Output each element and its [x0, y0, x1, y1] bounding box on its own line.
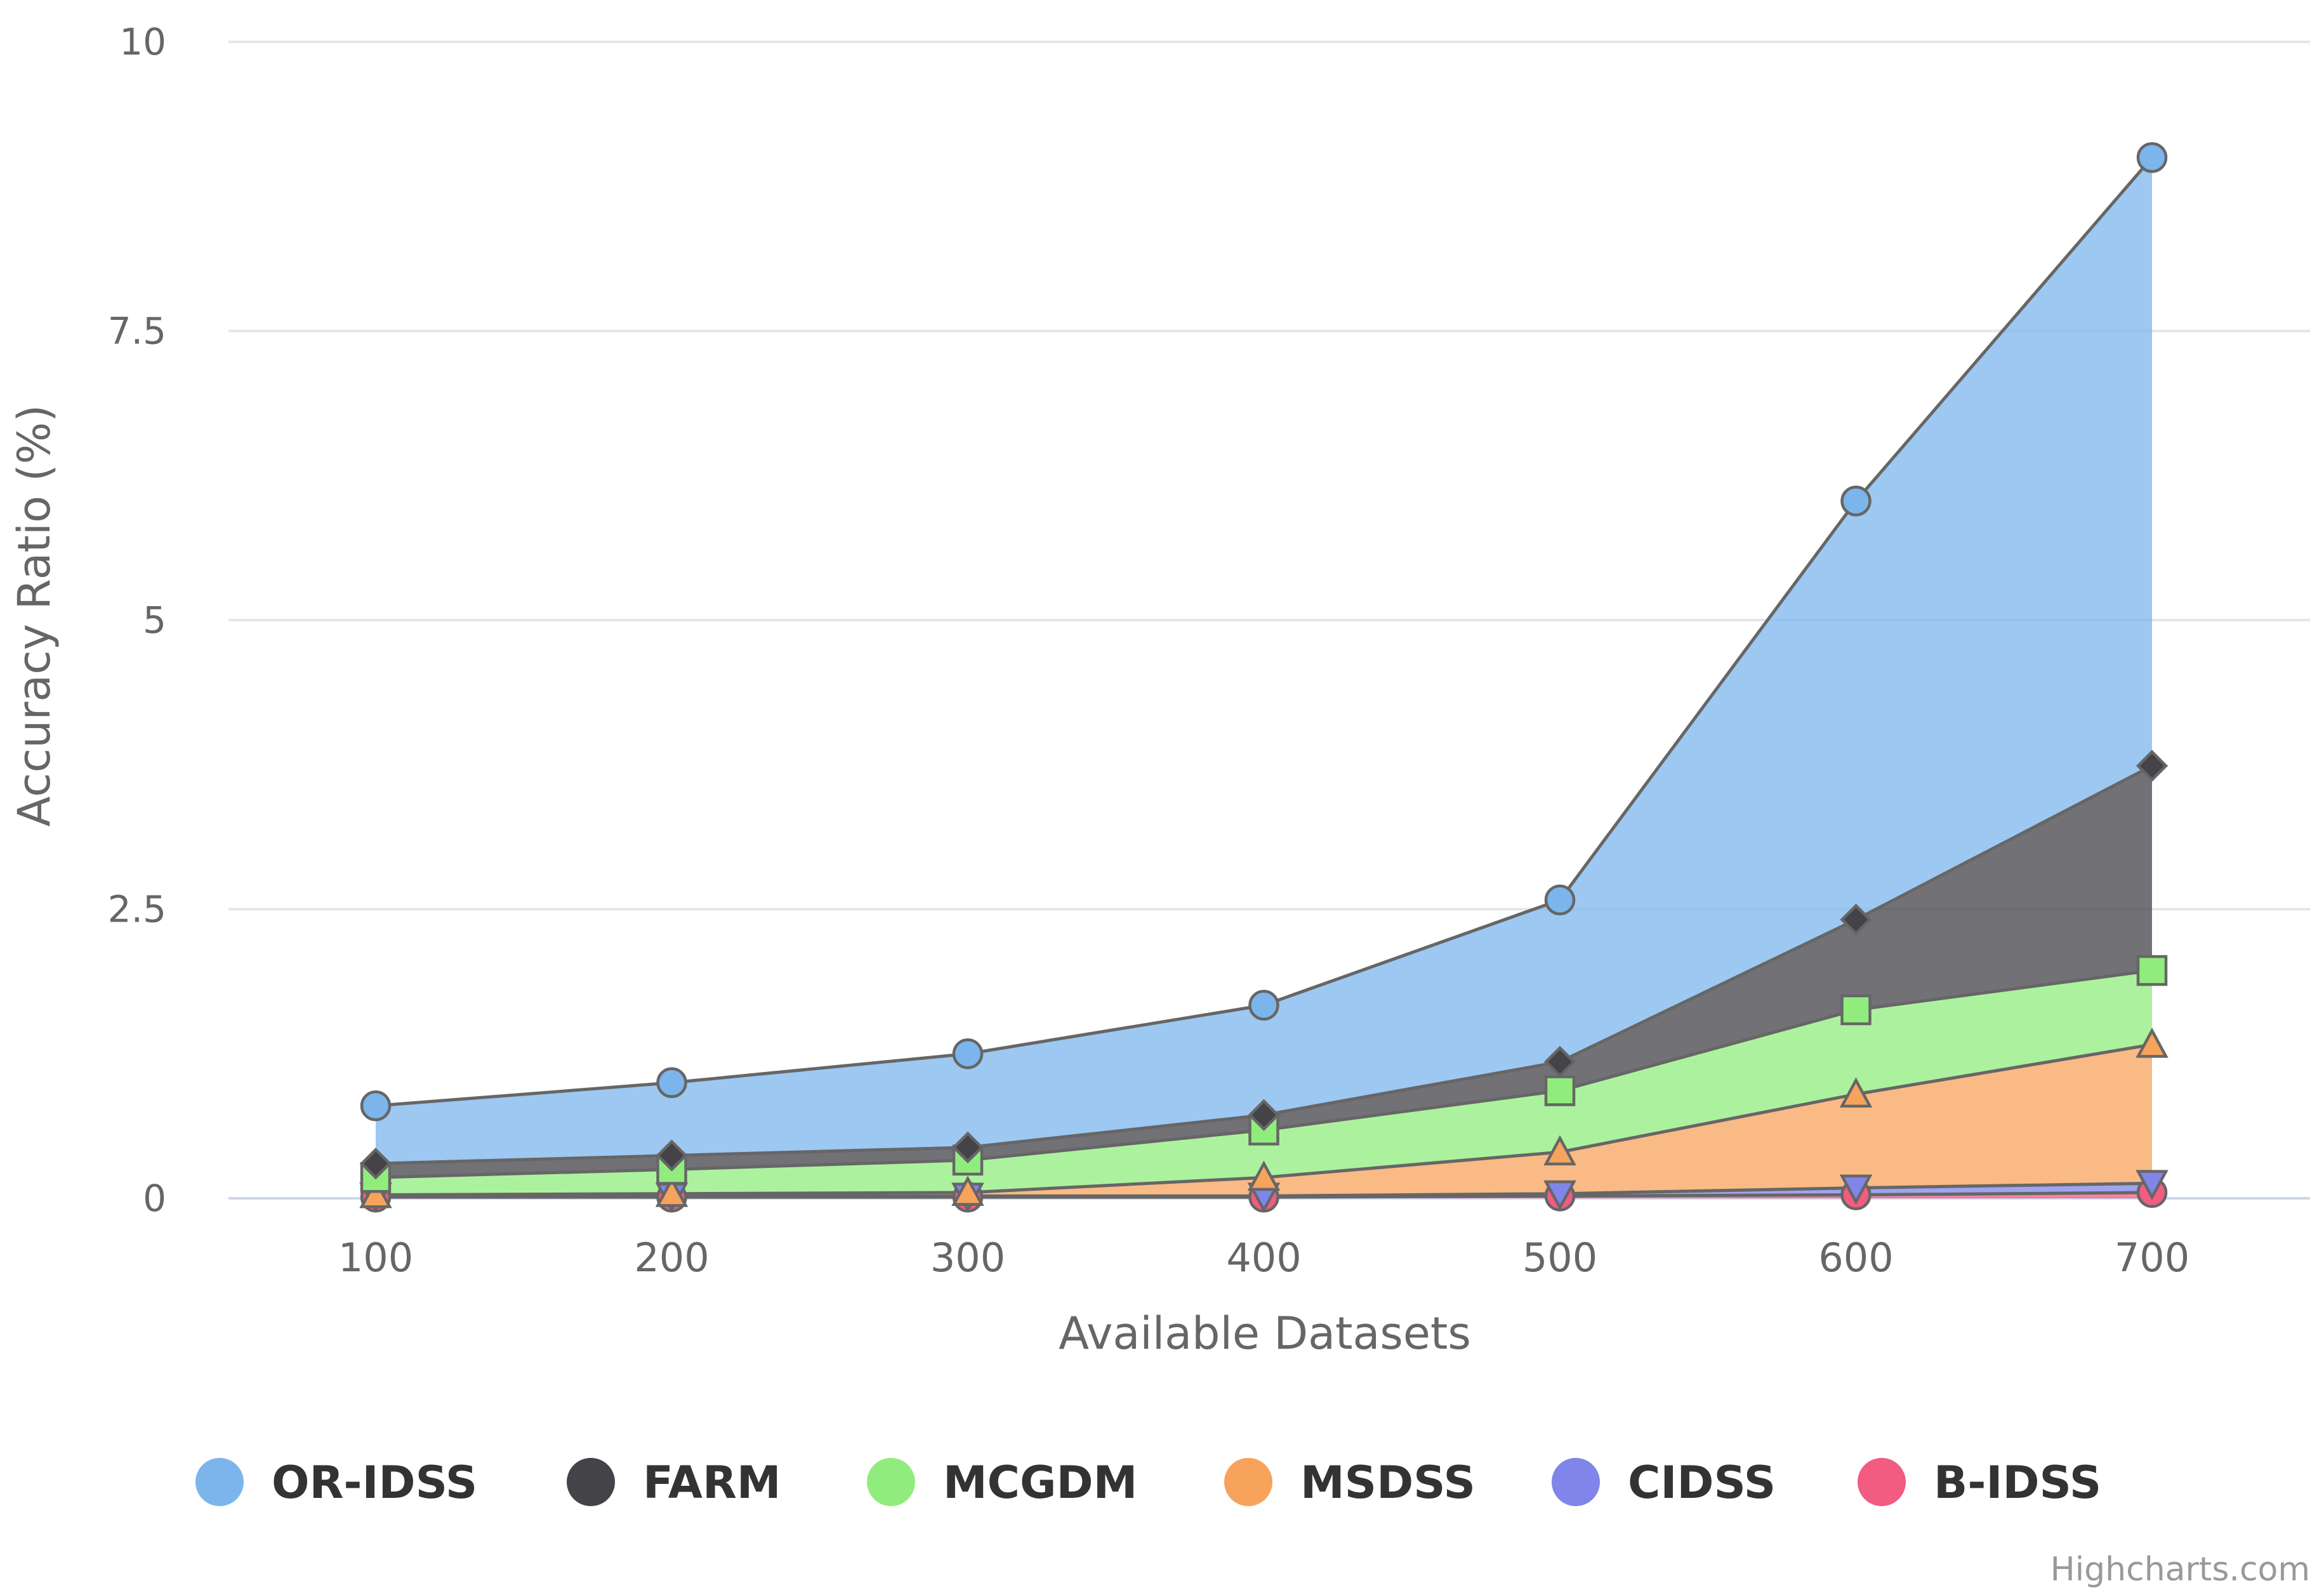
marker-cidss[interactable] [1543, 1180, 1576, 1211]
marker-mcgdm[interactable] [2136, 955, 2168, 986]
y-tick-label: 5 [143, 599, 166, 642]
legend-item-cidss[interactable]: CIDSS [1552, 1457, 1776, 1509]
x-tick-label: 400 [1226, 1234, 1301, 1281]
y-tick-label: 7.5 [108, 310, 166, 353]
legend-symbol [1552, 1458, 1600, 1506]
legend-label: OR-IDSS [272, 1457, 477, 1509]
legend-symbol [1224, 1458, 1272, 1506]
legend-label: CIDSS [1628, 1457, 1776, 1509]
credits[interactable]: Highcharts.com [2050, 1551, 2310, 1589]
marker-farm[interactable] [656, 1139, 688, 1172]
marker-farm[interactable] [951, 1131, 984, 1164]
x-tick-label: 600 [1818, 1234, 1893, 1281]
y-tick-label: 0 [143, 1177, 166, 1220]
marker-farm[interactable] [1248, 1099, 1280, 1131]
x-tick-label: 700 [2115, 1234, 2189, 1281]
marker-mcgdm[interactable] [1840, 994, 1872, 1026]
legend-item-farm[interactable]: FARM [567, 1457, 781, 1509]
marker-msdss[interactable] [951, 1175, 984, 1206]
plot-markers[interactable] [359, 142, 2169, 1214]
legend-symbol [867, 1458, 915, 1506]
marker-farm[interactable] [359, 1148, 392, 1180]
marker-or-idss[interactable] [1248, 989, 1279, 1021]
marker-or-idss[interactable] [2136, 142, 2168, 173]
plot-areas [376, 157, 2152, 1198]
area-farm [376, 765, 2152, 1178]
legend-item-msdss[interactable]: MSDSS [1224, 1457, 1476, 1509]
marker-msdss[interactable] [1543, 1135, 1576, 1166]
x-tick-label: 200 [634, 1234, 709, 1281]
legend: OR-IDSS FARM MCGDM MSDSS CIDSS B-IDSS [195, 1457, 2101, 1509]
marker-mcgdm[interactable] [1544, 1075, 1576, 1106]
marker-or-idss[interactable] [360, 1090, 392, 1122]
x-tick-label: 100 [338, 1234, 413, 1281]
marker-msdss[interactable] [655, 1176, 689, 1207]
legend-item-or-idss[interactable]: OR-IDSS [195, 1457, 477, 1509]
legend-label: MSDSS [1300, 1457, 1476, 1509]
legend-label: MCGDM [943, 1457, 1137, 1509]
x-axis-ticks: 100 200 300 400 500 600 700 [338, 1234, 2189, 1281]
marker-msdss[interactable] [1247, 1160, 1281, 1191]
marker-cidss[interactable] [2136, 1170, 2169, 1201]
marker-farm[interactable] [1840, 903, 1872, 936]
marker-farm[interactable] [2136, 750, 2169, 782]
legend-symbol [567, 1458, 615, 1506]
legend-symbol [195, 1458, 244, 1506]
marker-or-idss[interactable] [952, 1038, 984, 1069]
marker-or-idss[interactable] [656, 1067, 687, 1099]
marker-farm[interactable] [1543, 1045, 1576, 1078]
legend-item-b-idss[interactable]: B-IDSS [1858, 1457, 2101, 1509]
y-axis-ticks: 0 2.5 5 7.5 10 [108, 20, 166, 1220]
marker-or-idss[interactable] [1544, 884, 1576, 916]
y-axis-title: Accuracy Ratio (%) [8, 405, 60, 827]
x-tick-label: 300 [930, 1234, 1005, 1281]
area-or-idss [376, 157, 2152, 1164]
marker-or-idss[interactable] [1840, 486, 1872, 517]
legend-item-mcgdm[interactable]: MCGDM [867, 1457, 1137, 1509]
area-cidss [376, 1183, 2152, 1198]
area-mcgdm [376, 970, 2152, 1195]
marker-msdss[interactable] [1839, 1077, 1873, 1108]
marker-msdss[interactable] [359, 1177, 392, 1208]
legend-symbol [1858, 1458, 1906, 1506]
y-tick-label: 2.5 [108, 888, 166, 931]
legend-label: B-IDSS [1934, 1457, 2101, 1509]
marker-cidss[interactable] [1839, 1174, 1873, 1205]
x-axis-title: Available Datasets [1059, 1307, 1471, 1360]
legend-label: FARM [643, 1457, 781, 1509]
area-msdss [376, 1044, 2152, 1196]
marker-msdss[interactable] [2136, 1027, 2169, 1058]
y-tick-label: 10 [119, 20, 166, 63]
x-tick-label: 500 [1522, 1234, 1597, 1281]
